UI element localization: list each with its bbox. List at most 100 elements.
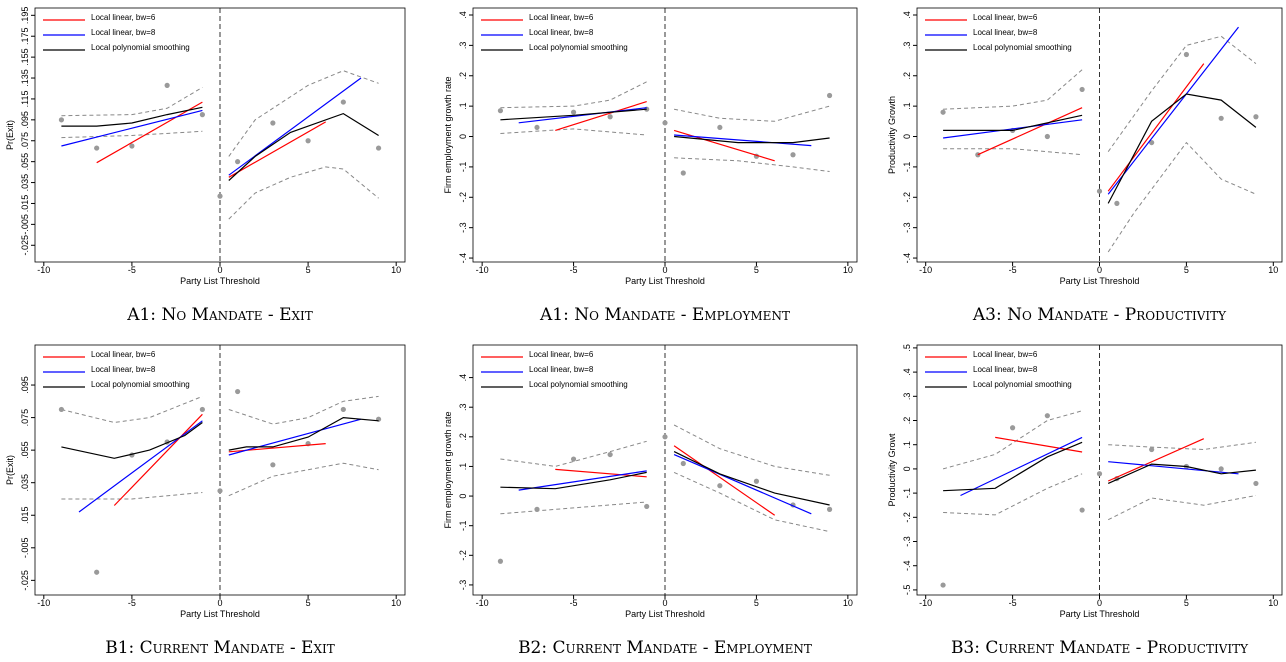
confidence-band [943, 35, 1257, 152]
x-tick-label: 0 [217, 598, 222, 608]
x-tick-label: 5 [1184, 598, 1189, 608]
fit-line [61, 77, 362, 176]
confidence-band [61, 70, 379, 157]
x-tick-label: -10 [37, 265, 50, 275]
x-tick-label: 5 [754, 265, 759, 275]
y-tick-label: .4 [902, 368, 912, 376]
data-point [1149, 139, 1155, 146]
data-point [717, 483, 723, 489]
confidence-band [942, 410, 1256, 470]
y-tick-label: .3 [458, 403, 468, 411]
panel: -.025 -.005 .015 .035 .055 .075 .095 -10 -5 0 5 10 P… [5, 344, 406, 658]
data-point [1096, 188, 1103, 194]
panel-title: B2: Current Mandate - Employment [518, 638, 812, 658]
y-tick-label: .055 [20, 153, 30, 171]
fit-line [943, 93, 1257, 204]
data-point [1096, 471, 1103, 477]
x-tick-label: -5 [1009, 265, 1017, 275]
x-axis-label: Party List Threshold [180, 609, 260, 619]
x-tick-label: 5 [1184, 265, 1189, 275]
y-tick-label: 0 [902, 134, 912, 139]
x-tick-label: 10 [1268, 265, 1278, 275]
data-point [534, 506, 540, 512]
data-point [375, 145, 382, 151]
panel: -.025-.005.015 .035 .055 .075 .095 .115 .135 .1… [5, 7, 406, 325]
legend-label: Local linear, bw=8 [91, 28, 156, 37]
fit-line [943, 26, 1239, 195]
legend-label: Local linear, bw=6 [529, 350, 594, 359]
fit-line [61, 106, 379, 181]
data-point [129, 143, 135, 149]
x-tick-label: 10 [843, 598, 853, 608]
x-tick-label: -5 [570, 265, 578, 275]
y-tick-label: .155 [20, 48, 30, 66]
data-point [1149, 446, 1155, 453]
y-tick-label: .2 [458, 433, 468, 441]
data-point [940, 109, 946, 115]
x-tick-label: 0 [217, 265, 222, 275]
confidence-band [61, 130, 379, 220]
data-point [534, 124, 540, 131]
y-tick-label: -.5 [902, 585, 912, 596]
y-tick-label: -.1 [458, 520, 468, 531]
data-point [717, 124, 723, 131]
data-point [94, 569, 100, 575]
y-tick-label: -.025 [20, 235, 30, 256]
legend-label: Local linear, bw=6 [973, 13, 1038, 22]
y-tick-label: -.2 [902, 192, 912, 203]
x-axis-label: Party List Threshold [625, 276, 705, 286]
data-point [607, 451, 613, 458]
data-point [199, 406, 205, 413]
data-point [270, 462, 276, 468]
data-point [235, 388, 241, 395]
y-tick-label: .095 [20, 376, 30, 394]
y-tick-label: -.1 [902, 162, 912, 173]
panel-title: B1: Current Mandate - Exit [105, 638, 335, 658]
y-tick-label: .015 [20, 506, 30, 524]
data-point [826, 506, 833, 512]
data-point [235, 159, 241, 165]
data-point [570, 109, 577, 115]
y-tick-label: -.4 [458, 253, 468, 264]
fit-line [943, 441, 1256, 492]
y-tick-label: .195 [20, 7, 30, 25]
y-tick-label: .1 [902, 441, 912, 449]
data-point [270, 120, 276, 126]
x-tick-label: 5 [306, 265, 311, 275]
fit-line [500, 108, 830, 144]
y-tick-label: -.4 [902, 560, 912, 571]
data-point [662, 120, 668, 126]
data-point [680, 460, 686, 467]
x-axis-label: Party List Threshold [1060, 276, 1140, 286]
y-tick-label: -.2 [458, 550, 468, 561]
panel-title: A1: No Mandate - Exit [126, 305, 313, 325]
data-point [644, 503, 650, 510]
panel: -.3 -.2 -.1 0 .1 .2 .3 .4 -10 -5 0 5 10 Party List Th… [443, 344, 858, 658]
data-point [199, 112, 205, 118]
data-point [662, 434, 668, 440]
y-tick-label: .015 [20, 195, 30, 213]
y-tick-label: .135 [20, 69, 30, 87]
data-point [1218, 466, 1224, 472]
x-tick-label: 10 [1268, 598, 1278, 608]
legend-label: Local polynomial smoothing [529, 43, 628, 52]
y-axis-label: Firm employment growth rate [443, 76, 453, 193]
y-axis-label: Firm employment growth rate [443, 411, 453, 528]
data-point [164, 82, 170, 88]
legend-label: Local polynomial smoothing [973, 380, 1072, 389]
y-tick-label: .3 [902, 393, 912, 401]
y-axis-label: Productivity Growt [887, 433, 897, 507]
y-axis-label: Pr(Exit) [5, 455, 15, 485]
x-tick-label: 0 [662, 265, 667, 275]
x-tick-label: -10 [919, 598, 932, 608]
data-point [94, 145, 100, 151]
confidence-band [500, 424, 830, 476]
legend-label: Local polynomial smoothing [973, 43, 1072, 52]
y-tick-label: -.1 [458, 162, 468, 173]
y-axis-label: Productivity Growth [887, 96, 897, 174]
confidence-band [943, 141, 1257, 253]
y-tick-label: .2 [458, 72, 468, 80]
fit-line [995, 436, 1205, 482]
panel: -.4 -.3 -.2 -.1 0 .1 .2 .3 .4 -10 -5 0 5 10 Party List… [887, 7, 1283, 325]
